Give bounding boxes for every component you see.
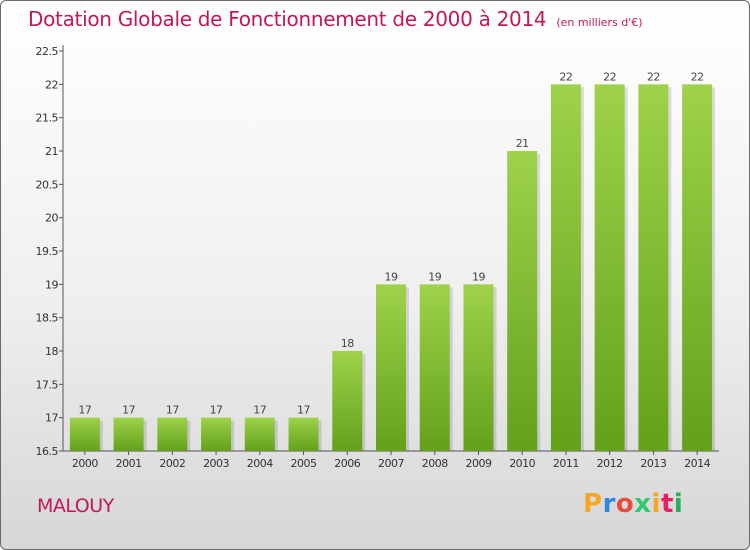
bar-value-label: 19 [428,270,441,283]
y-tick-label: 18.5 [36,312,59,325]
bar [157,417,188,451]
y-tick-label: 17.5 [36,378,59,391]
bar [463,284,494,451]
y-tick-label: 20.5 [36,178,59,191]
x-tick-label: 2007 [378,457,404,470]
bar [638,84,669,451]
bar-value-label: 22 [647,70,660,83]
bar-value-label: 22 [691,70,704,83]
bar-value-label: 22 [559,70,572,83]
y-tick-label: 22 [45,78,58,91]
bar [201,417,232,451]
commune-name: MALOUY [37,495,114,517]
bar-value-label: 22 [603,70,616,83]
bar [419,284,450,451]
logo-letter: o [615,489,635,519]
axes: 16.5 17 17.5 18 18.5 19 19.5 20 20.5 21 21.5 22 22.5… [36,45,719,470]
x-tick-label: 2014 [684,457,710,470]
bar [244,417,275,451]
logo-letter: t [660,489,674,519]
bar [682,84,713,451]
logo-letter: i [673,489,684,519]
y-tick-label: 17 [45,412,58,425]
x-tick-label: 2008 [422,457,448,470]
bar [550,84,581,451]
x-tick-label: 2000 [72,457,98,470]
bar [69,417,100,451]
bar-value-label: 21 [516,137,529,150]
bar-value-label: 18 [341,337,354,350]
bar-value-label: 17 [297,404,310,417]
logo-letter: r [602,489,616,519]
x-tick-label: 2001 [116,457,142,470]
bar [376,284,406,451]
proxiti-logo: Proxiti [583,489,683,519]
x-tick-label: 2012 [597,457,623,470]
y-tick-label: 19.5 [36,245,59,258]
x-tick-label: 2005 [291,457,317,470]
logo-letter: x [634,489,652,519]
logo-letter: P [583,489,603,519]
y-tick-label: 20 [45,212,58,225]
bar-value-label: 19 [472,270,485,283]
bar-value-label: 17 [253,404,266,417]
chart-unit: (en milliers d'€) [556,16,643,29]
chart-title-text: Dotation Globale de Fonctionnement de 20… [28,7,547,31]
bar-value-label: 17 [122,404,135,417]
logo-letter: i [651,489,661,519]
bar-value-label: 19 [385,270,398,283]
x-tick-label: 2010 [509,457,535,470]
x-tick-label: 2002 [159,457,185,470]
bar [507,151,538,451]
x-tick-label: 2011 [553,457,579,470]
y-tick-label: 21.5 [36,112,59,125]
x-tick-label: 2003 [203,457,229,470]
x-tick-label: 2006 [334,457,360,470]
bars: 17 17 17 17 17 17 18 19 19 19 21 22 22 22 22 [69,70,716,451]
bar-value-label: 17 [210,404,223,417]
y-tick-label: 22.5 [36,45,59,58]
x-tick-label: 2009 [465,457,491,470]
y-tick-label: 18 [45,345,58,358]
y-tick-label: 21 [45,145,58,158]
y-tick-label: 16.5 [36,445,59,458]
bar [288,417,319,451]
chart-title: Dotation Globale de Fonctionnement de 20… [28,7,643,31]
bar [113,417,144,451]
x-tick-label: 2004 [247,457,273,470]
y-tick-label: 19 [45,278,58,291]
bar [332,351,363,451]
bar [594,84,625,451]
bar-value-label: 17 [166,404,179,417]
bar-value-label: 17 [78,404,91,417]
x-tick-label: 2013 [640,457,666,470]
